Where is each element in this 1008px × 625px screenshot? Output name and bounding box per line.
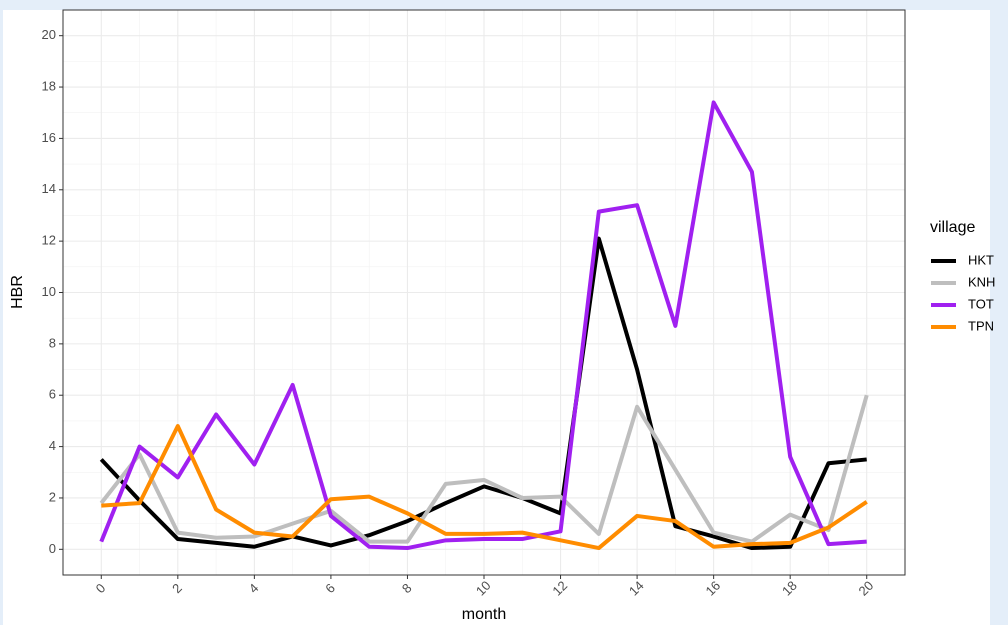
y-tick-label: 8: [49, 335, 56, 350]
legend-text: TPN: [968, 318, 994, 333]
y-tick-label: 20: [42, 27, 56, 42]
y-tick-label: 12: [42, 233, 56, 248]
legend-text: HKT: [968, 252, 994, 267]
legend-title: village: [930, 219, 975, 236]
legend-text: KNH: [968, 274, 995, 289]
x-axis-title: month: [462, 606, 506, 623]
series-line: [99, 394, 869, 544]
panel-border: [62, 9, 906, 576]
y-tick-label: 6: [49, 387, 56, 402]
y-tick-label: 4: [49, 438, 56, 453]
y-tick-label: 0: [49, 541, 56, 556]
series-line: [99, 100, 867, 551]
legend-text: TOT: [968, 296, 994, 311]
y-axis-title: HBR: [9, 275, 26, 309]
y-tick-label: 10: [42, 284, 56, 299]
y-tick-label: 16: [42, 130, 56, 145]
y-tick-label: 14: [42, 181, 56, 196]
y-tick-label: 2: [49, 489, 56, 504]
y-tick-label: 18: [42, 78, 56, 93]
series-line: [101, 424, 868, 551]
